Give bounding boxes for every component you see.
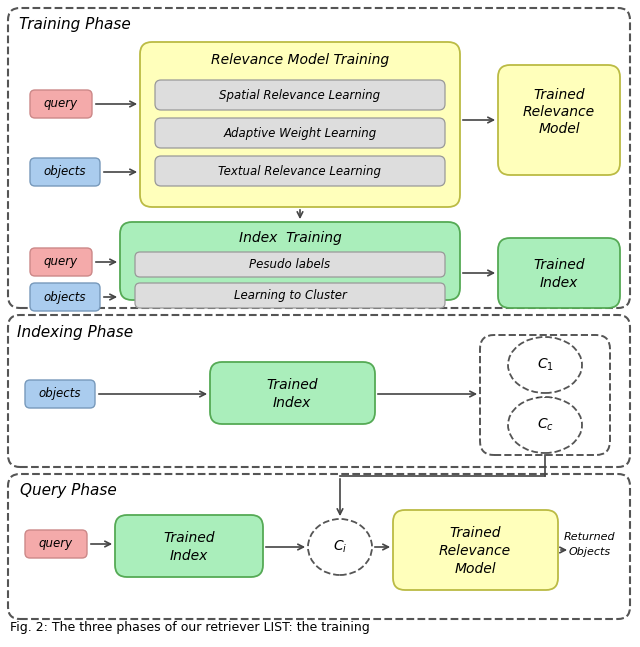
Text: Returned: Returned [564, 532, 616, 542]
FancyBboxPatch shape [8, 8, 630, 308]
Text: Index: Index [170, 549, 208, 563]
Text: Index: Index [273, 396, 311, 410]
Text: query: query [39, 538, 73, 551]
FancyBboxPatch shape [210, 362, 375, 424]
FancyBboxPatch shape [135, 252, 445, 277]
Text: objects: objects [44, 166, 86, 179]
Text: query: query [44, 256, 78, 269]
Text: Index: Index [540, 276, 578, 290]
Text: objects: objects [44, 291, 86, 303]
FancyBboxPatch shape [155, 156, 445, 186]
Text: Learning to Cluster: Learning to Cluster [234, 289, 346, 302]
Text: objects: objects [39, 388, 81, 400]
FancyBboxPatch shape [498, 238, 620, 308]
FancyBboxPatch shape [120, 222, 460, 300]
FancyBboxPatch shape [480, 335, 610, 455]
FancyBboxPatch shape [140, 42, 460, 207]
FancyBboxPatch shape [30, 158, 100, 186]
FancyBboxPatch shape [30, 90, 92, 118]
FancyBboxPatch shape [30, 248, 92, 276]
FancyBboxPatch shape [135, 283, 445, 308]
FancyBboxPatch shape [8, 315, 630, 467]
Text: Relevance: Relevance [439, 544, 511, 558]
FancyBboxPatch shape [155, 80, 445, 110]
FancyBboxPatch shape [393, 510, 558, 590]
FancyBboxPatch shape [25, 530, 87, 558]
FancyBboxPatch shape [115, 515, 263, 577]
Text: query: query [44, 98, 78, 111]
FancyBboxPatch shape [30, 283, 100, 311]
Text: Trained: Trained [266, 378, 317, 392]
FancyBboxPatch shape [155, 118, 445, 148]
Text: Index  Training: Index Training [239, 231, 341, 245]
Text: $C_c$: $C_c$ [536, 417, 554, 433]
FancyBboxPatch shape [8, 474, 630, 619]
Text: Indexing Phase: Indexing Phase [17, 325, 133, 340]
Text: Model: Model [454, 562, 496, 576]
Text: Trained: Trained [449, 526, 500, 540]
Text: $C_1$: $C_1$ [536, 356, 554, 373]
Text: Model: Model [538, 122, 580, 136]
FancyBboxPatch shape [498, 65, 620, 175]
Text: $C_i$: $C_i$ [333, 539, 347, 555]
Text: Textual Relevance Learning: Textual Relevance Learning [218, 164, 381, 177]
Text: Trained: Trained [533, 88, 585, 102]
Text: Fig. 2: The three phases of our retriever LIST: the training: Fig. 2: The three phases of our retrieve… [10, 622, 370, 635]
Text: Trained: Trained [163, 531, 215, 545]
Text: Relevance: Relevance [523, 105, 595, 119]
Text: Relevance Model Training: Relevance Model Training [211, 53, 389, 67]
FancyBboxPatch shape [25, 380, 95, 408]
Text: Pesudo labels: Pesudo labels [250, 258, 331, 270]
Text: Spatial Relevance Learning: Spatial Relevance Learning [220, 89, 381, 102]
Text: Training Phase: Training Phase [19, 17, 131, 32]
Text: Objects: Objects [569, 547, 611, 557]
Text: Trained: Trained [533, 258, 585, 272]
Text: . . .: . . . [536, 390, 554, 400]
Text: Adaptive Weight Learning: Adaptive Weight Learning [223, 127, 376, 140]
Text: Query Phase: Query Phase [20, 483, 116, 498]
